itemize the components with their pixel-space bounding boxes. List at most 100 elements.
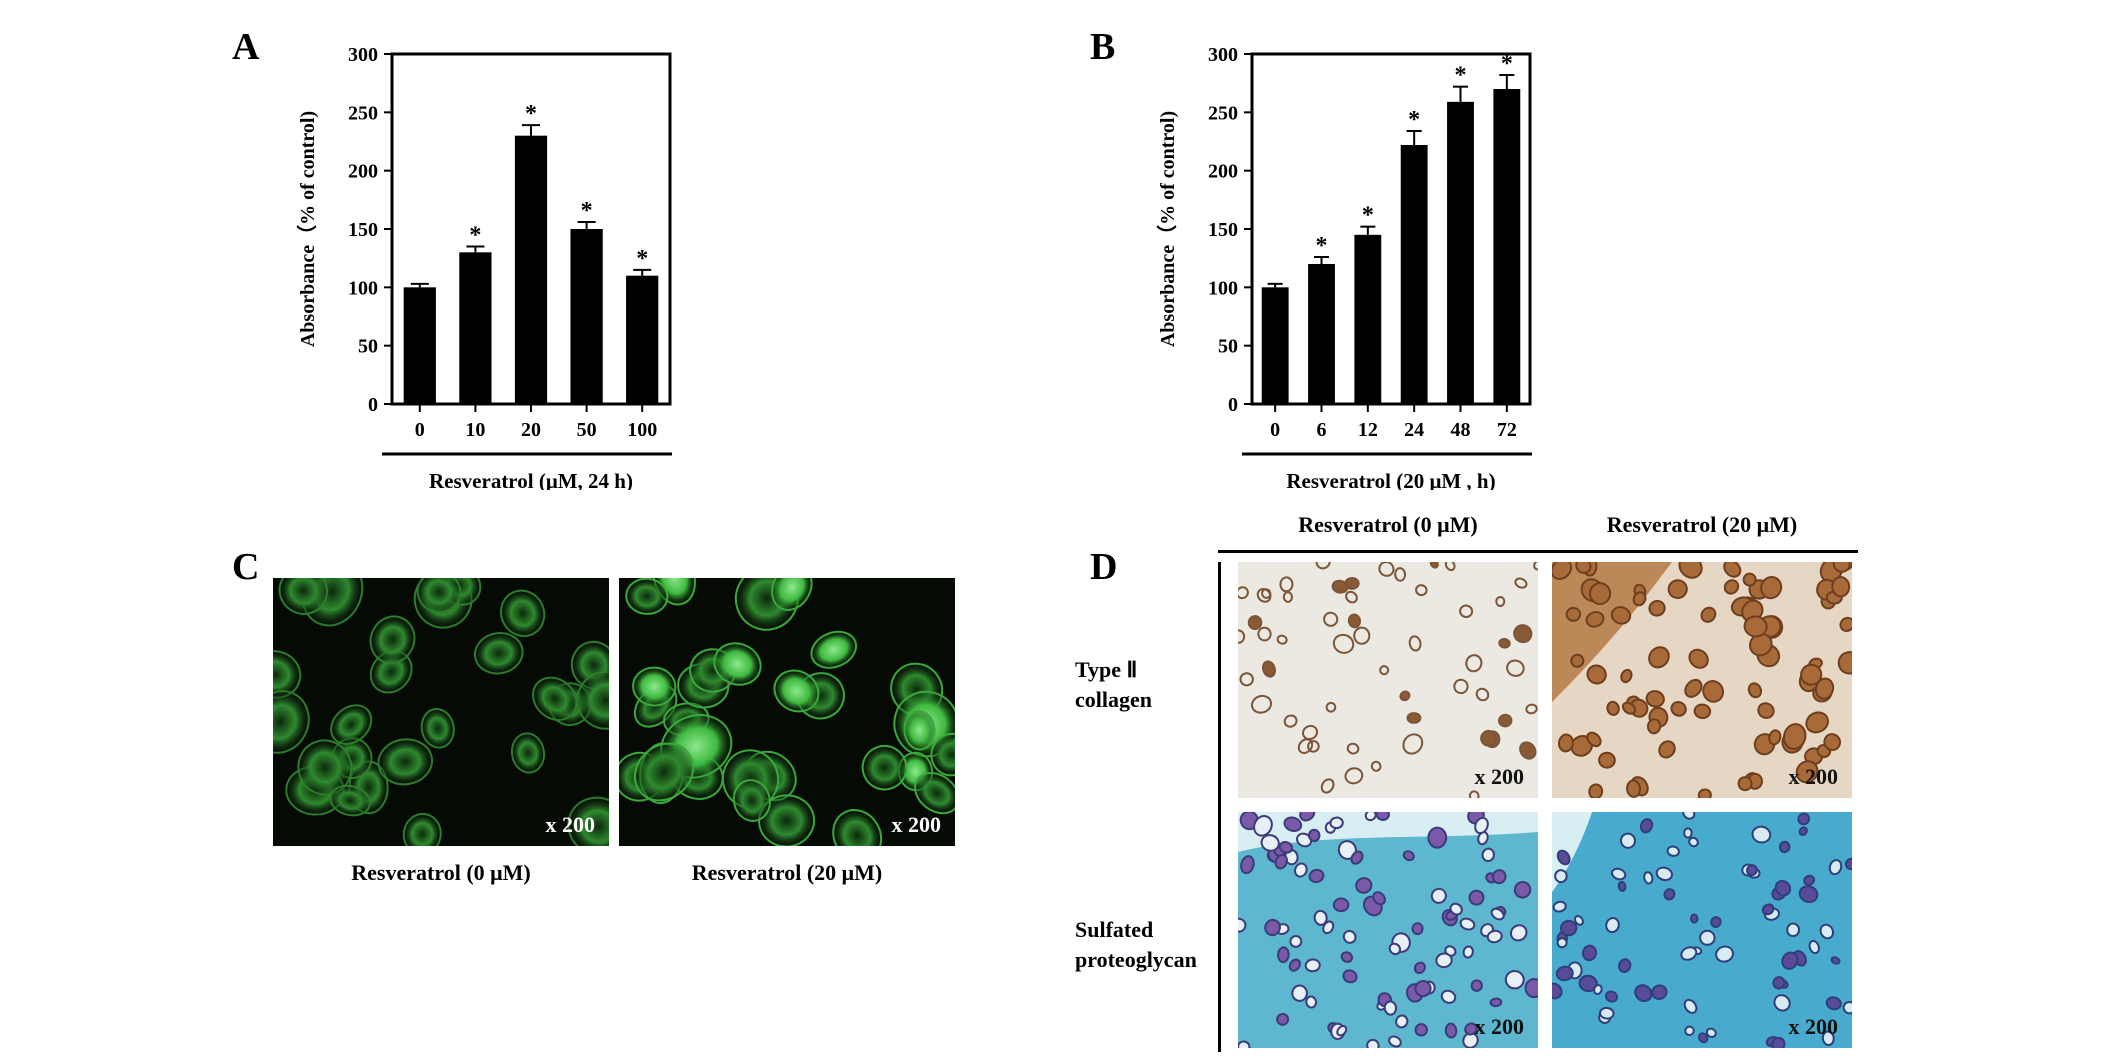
chondrocyte (1462, 945, 1474, 959)
chondrocyte (1774, 879, 1792, 897)
chart-a-significance-marker: * (469, 223, 481, 249)
stained-chondrocyte (1251, 694, 1273, 714)
chondrocyte (1481, 847, 1495, 863)
chondrocyte (1413, 961, 1426, 975)
stained-chondrocyte (1645, 690, 1665, 708)
chondrocyte (1293, 862, 1308, 878)
fluorescent-cell (473, 632, 524, 675)
chart-b-bar (1493, 89, 1521, 404)
chondrocyte (1819, 923, 1835, 940)
chart-b-bar (1354, 234, 1382, 404)
stained-chondrocyte (1757, 702, 1775, 719)
stained-chondrocyte (1723, 562, 1742, 578)
stained-chondrocyte (1646, 718, 1662, 735)
chondrocyte (1411, 922, 1424, 936)
stained-chondrocyte (1814, 677, 1835, 700)
stained-chondrocyte (1297, 738, 1314, 754)
stained-chondrocyte (1346, 742, 1360, 755)
chondrocyte (1573, 915, 1584, 926)
fluorescent-cell (632, 666, 677, 707)
stained-chondrocyte (1238, 586, 1249, 600)
chondrocyte (1489, 997, 1503, 1008)
chondrocyte (1683, 827, 1693, 839)
stained-chondrocyte (1648, 646, 1670, 669)
chart-b-ytick-label: 50 (1218, 336, 1238, 358)
chondrocyte (1486, 929, 1503, 944)
magnification-label: x 200 (1788, 764, 1839, 789)
stained-chondrocyte (1325, 701, 1337, 713)
fluorescent-cell (625, 578, 669, 615)
stained-chondrocyte (1626, 779, 1642, 798)
chart-a-bar (459, 252, 492, 404)
chart-b-significance-marker: * (1501, 51, 1513, 77)
chondrocyte (1798, 885, 1819, 903)
chondrocyte (1772, 976, 1786, 990)
chondrocyte (1555, 965, 1574, 982)
chondrocyte (1355, 877, 1373, 894)
chondrocyte (1283, 816, 1303, 833)
chondrocyte (1462, 1032, 1479, 1048)
chondrocyte (1655, 866, 1673, 882)
column-header-control: Resveratrol (0 μM) (1298, 512, 1478, 537)
chart-b-svg: 0 50 100 150 200 250 300 Absorbance（% of contro… (1156, 44, 1532, 493)
row-label-proteoglycan: Sulfated proteoglycan (1075, 917, 1197, 972)
chondrocyte (1296, 832, 1313, 848)
chondrocyte (1308, 868, 1325, 884)
stained-chondrocyte (1495, 595, 1506, 607)
panel-letter-b: B (1090, 26, 1116, 68)
stained-chondrocyte (1557, 733, 1574, 753)
chondrocyte (1278, 841, 1294, 854)
magnification-label: x 200 (891, 812, 942, 837)
chondrocyte (1491, 869, 1507, 885)
chondrocyte (1634, 984, 1653, 1003)
chondrocyte (1771, 1036, 1786, 1048)
chart-b-significance-marker: * (1455, 63, 1467, 89)
chart-b-ytick-label: 300 (1208, 44, 1238, 66)
chondrocyte (1682, 812, 1696, 820)
stained-chondrocyte (1800, 663, 1823, 686)
stained-chondrocyte (1332, 633, 1355, 654)
chondrocyte (1821, 1030, 1835, 1047)
chart-a-xlabel: Resveratrol (μM, 24 h) (429, 469, 633, 490)
stained-chondrocyte (1370, 760, 1382, 772)
chondrocyte (1610, 867, 1627, 881)
chondrocyte (1554, 869, 1568, 884)
stained-chondrocyte (1415, 584, 1428, 597)
fluorescent-cell (330, 704, 373, 745)
chondrocyte (1238, 917, 1247, 933)
stained-chondrocyte (1795, 760, 1819, 784)
chondrocyte (1474, 816, 1489, 835)
chondrocyte (1643, 871, 1654, 885)
stained-chondrocyte (1839, 616, 1852, 633)
stained-chondrocyte (1648, 599, 1666, 617)
chondrocyte (1329, 816, 1344, 830)
fluorescent-cell (273, 650, 302, 699)
chondrocyte (1395, 1014, 1409, 1029)
chondrocyte (1414, 980, 1432, 998)
row-label-collagen: Type Ⅱ collagen (1075, 657, 1152, 712)
chondrocyte (1313, 909, 1328, 926)
chondrocyte (1688, 836, 1699, 848)
chondrocyte (1778, 840, 1791, 854)
alcian-cells-control (1238, 812, 1538, 1048)
chart-b-ytick-label: 100 (1208, 277, 1238, 299)
chondrocyte (1651, 984, 1668, 1001)
chart-b-xtick-label: 72 (1497, 419, 1517, 441)
fluorescent-cell (914, 772, 955, 815)
chondrocyte (1299, 812, 1316, 822)
chondrocyte (1372, 891, 1386, 906)
chondrocyte (1430, 887, 1447, 904)
stained-chondrocyte (1406, 712, 1422, 724)
chart-b-significance-marker: * (1408, 107, 1420, 133)
chart-a-ytick-label: 150 (348, 219, 378, 241)
chondrocyte (1470, 979, 1483, 992)
stained-chondrocyte (1302, 724, 1319, 741)
stained-chondrocyte (1459, 604, 1474, 619)
chondrocyte (1240, 855, 1255, 875)
stained-chondrocyte (1429, 562, 1439, 569)
chart-b-bar (1261, 287, 1289, 404)
stained-chondrocyte (1693, 703, 1712, 720)
chart-b-xtick-label: 24 (1404, 419, 1424, 441)
stained-chondrocyte (1552, 562, 1573, 580)
fluorescent-cell (416, 578, 462, 614)
